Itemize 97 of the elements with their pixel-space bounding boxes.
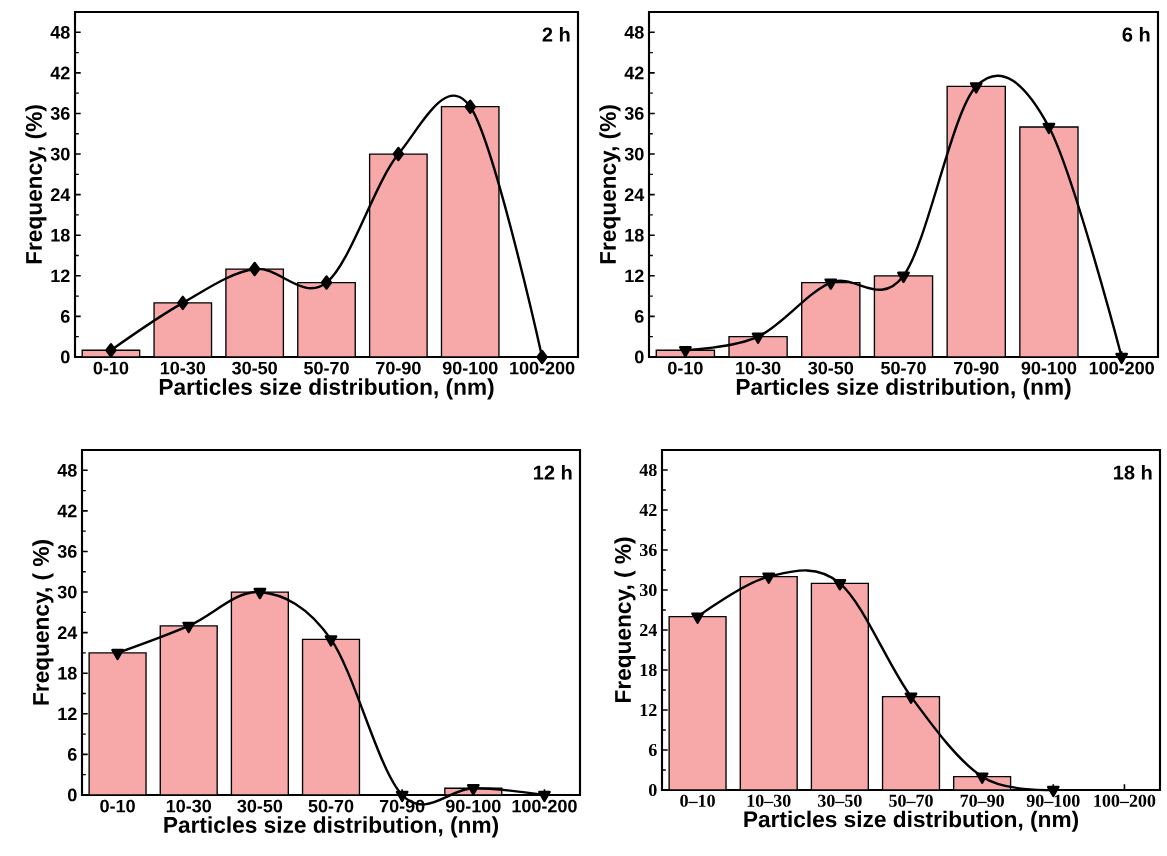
point: [751, 332, 765, 344]
x-axis-title: Particles size distribution, (nm): [159, 378, 494, 400]
point: [824, 278, 838, 290]
annotation: 6 h: [1122, 27, 1150, 42]
point: [897, 271, 910, 284]
x-tick-label: 10-30: [736, 361, 781, 375]
y-tick-label: 48: [624, 25, 644, 39]
y-tick-label: 30: [57, 585, 77, 599]
x-tick-label: 50-70: [304, 361, 349, 375]
point: [105, 343, 117, 358]
x-tick-label: 70-90: [376, 361, 421, 375]
annotation: 12 h: [534, 465, 572, 480]
y-tick-label: 30: [624, 147, 644, 161]
y-tick-label: 36: [50, 107, 70, 120]
y-tick-label: 24: [57, 626, 78, 639]
x-axis-title: Particles size distribution, (nm): [736, 378, 1071, 400]
y-tick-label: 24: [624, 188, 645, 201]
annotation: 2 h: [542, 27, 570, 42]
x-tick-label: 100-200: [1089, 361, 1154, 375]
y-tick-label: 0: [648, 783, 657, 797]
point: [253, 587, 267, 600]
point: [320, 275, 333, 290]
y-tick-label: 42: [50, 66, 70, 80]
y-axis-title: Frequency, ( %): [614, 537, 636, 702]
y-tick-label: 42: [639, 504, 657, 516]
point: [324, 635, 338, 647]
point: [182, 621, 196, 634]
point: [466, 784, 480, 796]
x-tick-label: 0-10: [668, 361, 703, 375]
y-tick-label: 24: [640, 624, 657, 636]
y-tick-label: 18: [640, 663, 657, 677]
x-tick-label: 30-50: [232, 361, 277, 375]
y-tick-label: 42: [624, 66, 644, 80]
y-axis-title: Frequency, (%): [25, 105, 47, 264]
point: [464, 99, 476, 114]
x-tick-label: 100-200: [510, 361, 575, 375]
point: [975, 772, 989, 784]
y-tick-label: 36: [624, 107, 644, 120]
point: [833, 579, 847, 591]
point: [392, 146, 405, 162]
y-tick-label: 48: [50, 25, 70, 39]
x-tick-label: 50-70: [881, 361, 926, 375]
y-tick-label: 48: [57, 463, 77, 477]
y-tick-label: 6: [67, 748, 77, 761]
x-tick-label: 30–50: [818, 794, 862, 807]
x-tick-label: 30-50: [237, 799, 283, 813]
y-axis-title: Frequency, (%): [599, 105, 621, 264]
y-tick-label: 6: [648, 743, 657, 757]
y-tick-label: 6: [634, 310, 644, 323]
x-tick-label: 90–100: [1026, 794, 1080, 807]
x-tick-label: 100-200: [512, 799, 577, 813]
x-axis-title: Particles size distribution, (nm): [744, 810, 1079, 832]
x-tick-label: 30-50: [808, 361, 854, 375]
y-tick-label: 18: [625, 228, 644, 242]
x-tick-label: 0-10: [93, 361, 129, 375]
x-tick-label: 10-30: [166, 799, 212, 813]
x-tick-label: 90-100: [1021, 361, 1077, 375]
x-tick-label: 10–30: [747, 794, 791, 807]
y-tick-label: 18: [58, 666, 77, 680]
point: [762, 572, 776, 584]
point: [678, 346, 692, 358]
x-tick-label: 50–70: [889, 794, 933, 807]
annotation: 18 h: [1114, 464, 1152, 480]
y-tick-label: 12: [58, 707, 77, 721]
y-tick-label: 6: [60, 310, 70, 323]
y-tick-label: 0: [68, 788, 77, 802]
y-tick-label: 36: [57, 545, 77, 558]
point: [111, 648, 124, 661]
x-tick-label: 90-100: [442, 361, 498, 375]
point: [248, 261, 261, 277]
x-axis-title: Particles size distribution, (nm): [164, 816, 499, 838]
y-tick-label: 30: [639, 583, 657, 597]
point: [904, 692, 918, 704]
y-tick-label: 12: [640, 704, 657, 716]
y-tick-label: 0: [61, 350, 70, 364]
point: [691, 612, 704, 624]
y-tick-label: 42: [57, 504, 77, 518]
point: [177, 295, 189, 311]
x-tick-label: 10-30: [160, 361, 206, 375]
x-tick-label: 50-70: [308, 799, 354, 813]
y-tick-label: 12: [625, 269, 644, 283]
y-tick-label: 18: [51, 228, 70, 242]
x-tick-label: 70-90: [953, 361, 999, 375]
y-tick-label: 48: [639, 463, 657, 477]
point: [969, 82, 983, 94]
x-tick-label: 70–90: [960, 794, 1004, 807]
x-tick-label: 90-100: [445, 799, 501, 813]
y-tick-label: 24: [50, 188, 71, 201]
y-tick-label: 30: [50, 147, 70, 161]
point: [1042, 122, 1056, 135]
x-tick-label: 0–10: [680, 794, 715, 807]
x-tick-label: 0-10: [100, 799, 135, 813]
x-tick-label: 100–200: [1094, 794, 1156, 807]
y-axis-title: Frequency, ( %): [32, 540, 54, 705]
y-tick-label: 0: [635, 350, 644, 364]
y-tick-label: 12: [51, 269, 70, 283]
y-tick-label: 36: [639, 543, 657, 557]
